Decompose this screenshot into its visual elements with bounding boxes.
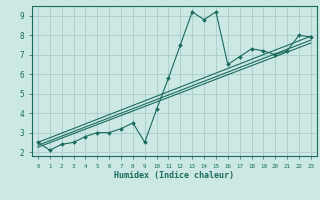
X-axis label: Humidex (Indice chaleur): Humidex (Indice chaleur): [115, 171, 234, 180]
